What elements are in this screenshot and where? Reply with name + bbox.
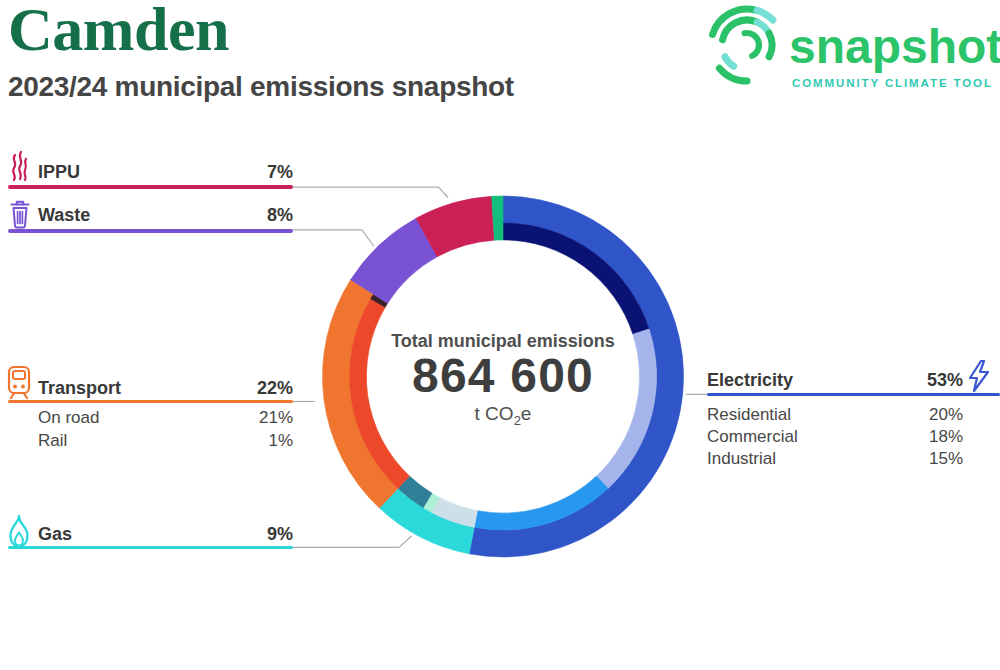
legend-label-gas: Gas (38, 524, 72, 545)
connector-gas (293, 536, 412, 547)
legend-row-electricity: Electricity 53% (707, 370, 963, 391)
legend-row-industrial: Industrial 15% (707, 449, 963, 469)
legend-label-onroad: On road (38, 408, 99, 428)
legend-row-residential: Residential 20% (707, 405, 963, 425)
connector-waste (293, 230, 374, 247)
legend-row-ippu: IPPU 7% (38, 162, 293, 183)
transport-icon (4, 364, 34, 402)
legend-pct-transport: 22% (257, 378, 293, 399)
legend-pct-waste: 8% (267, 205, 293, 226)
legend-row-transport: Transport 22% (38, 378, 293, 399)
legend-label-transport: Transport (38, 378, 121, 399)
legend-label-electricity: Electricity (707, 370, 793, 391)
emissions-snapshot-page: Camden 2023/24 municipal emissions snaps… (0, 0, 1000, 670)
legend-pct-commercial: 18% (929, 427, 963, 447)
waste-icon (7, 197, 33, 231)
legend-pct-residential: 20% (929, 405, 963, 425)
legend-row-commercial: Commercial 18% (707, 427, 963, 447)
connector-ippu (293, 187, 448, 197)
legend-pct-industrial: 15% (929, 449, 963, 469)
ippu-underline (8, 185, 293, 189)
donut-center-value: 864 600 (353, 348, 653, 403)
legend-row-rail: Rail 1% (38, 431, 293, 451)
transport-underline (8, 400, 293, 404)
legend-row-gas: Gas 9% (38, 524, 293, 545)
legend-label-rail: Rail (38, 431, 67, 451)
legend-pct-onroad: 21% (259, 408, 293, 428)
legend-pct-ippu: 7% (267, 162, 293, 183)
legend-pct-rail: 1% (268, 431, 293, 451)
gas-underline (8, 546, 293, 550)
donut-center-unit: t CO2e (353, 403, 653, 428)
legend-label-waste: Waste (38, 205, 90, 226)
legend-row-waste: Waste 8% (38, 205, 293, 226)
electricity-icon (965, 359, 993, 395)
legend-label-commercial: Commercial (707, 427, 798, 447)
legend-pct-electricity: 53% (927, 370, 963, 391)
ippu-icon (8, 150, 32, 188)
legend-row-onroad: On road 21% (38, 408, 293, 428)
electricity-underline (707, 393, 1000, 397)
legend-label-industrial: Industrial (707, 449, 776, 469)
waste-underline (8, 229, 293, 233)
legend-label-residential: Residential (707, 405, 791, 425)
legend-label-ippu: IPPU (38, 162, 80, 183)
legend-pct-gas: 9% (267, 524, 293, 545)
